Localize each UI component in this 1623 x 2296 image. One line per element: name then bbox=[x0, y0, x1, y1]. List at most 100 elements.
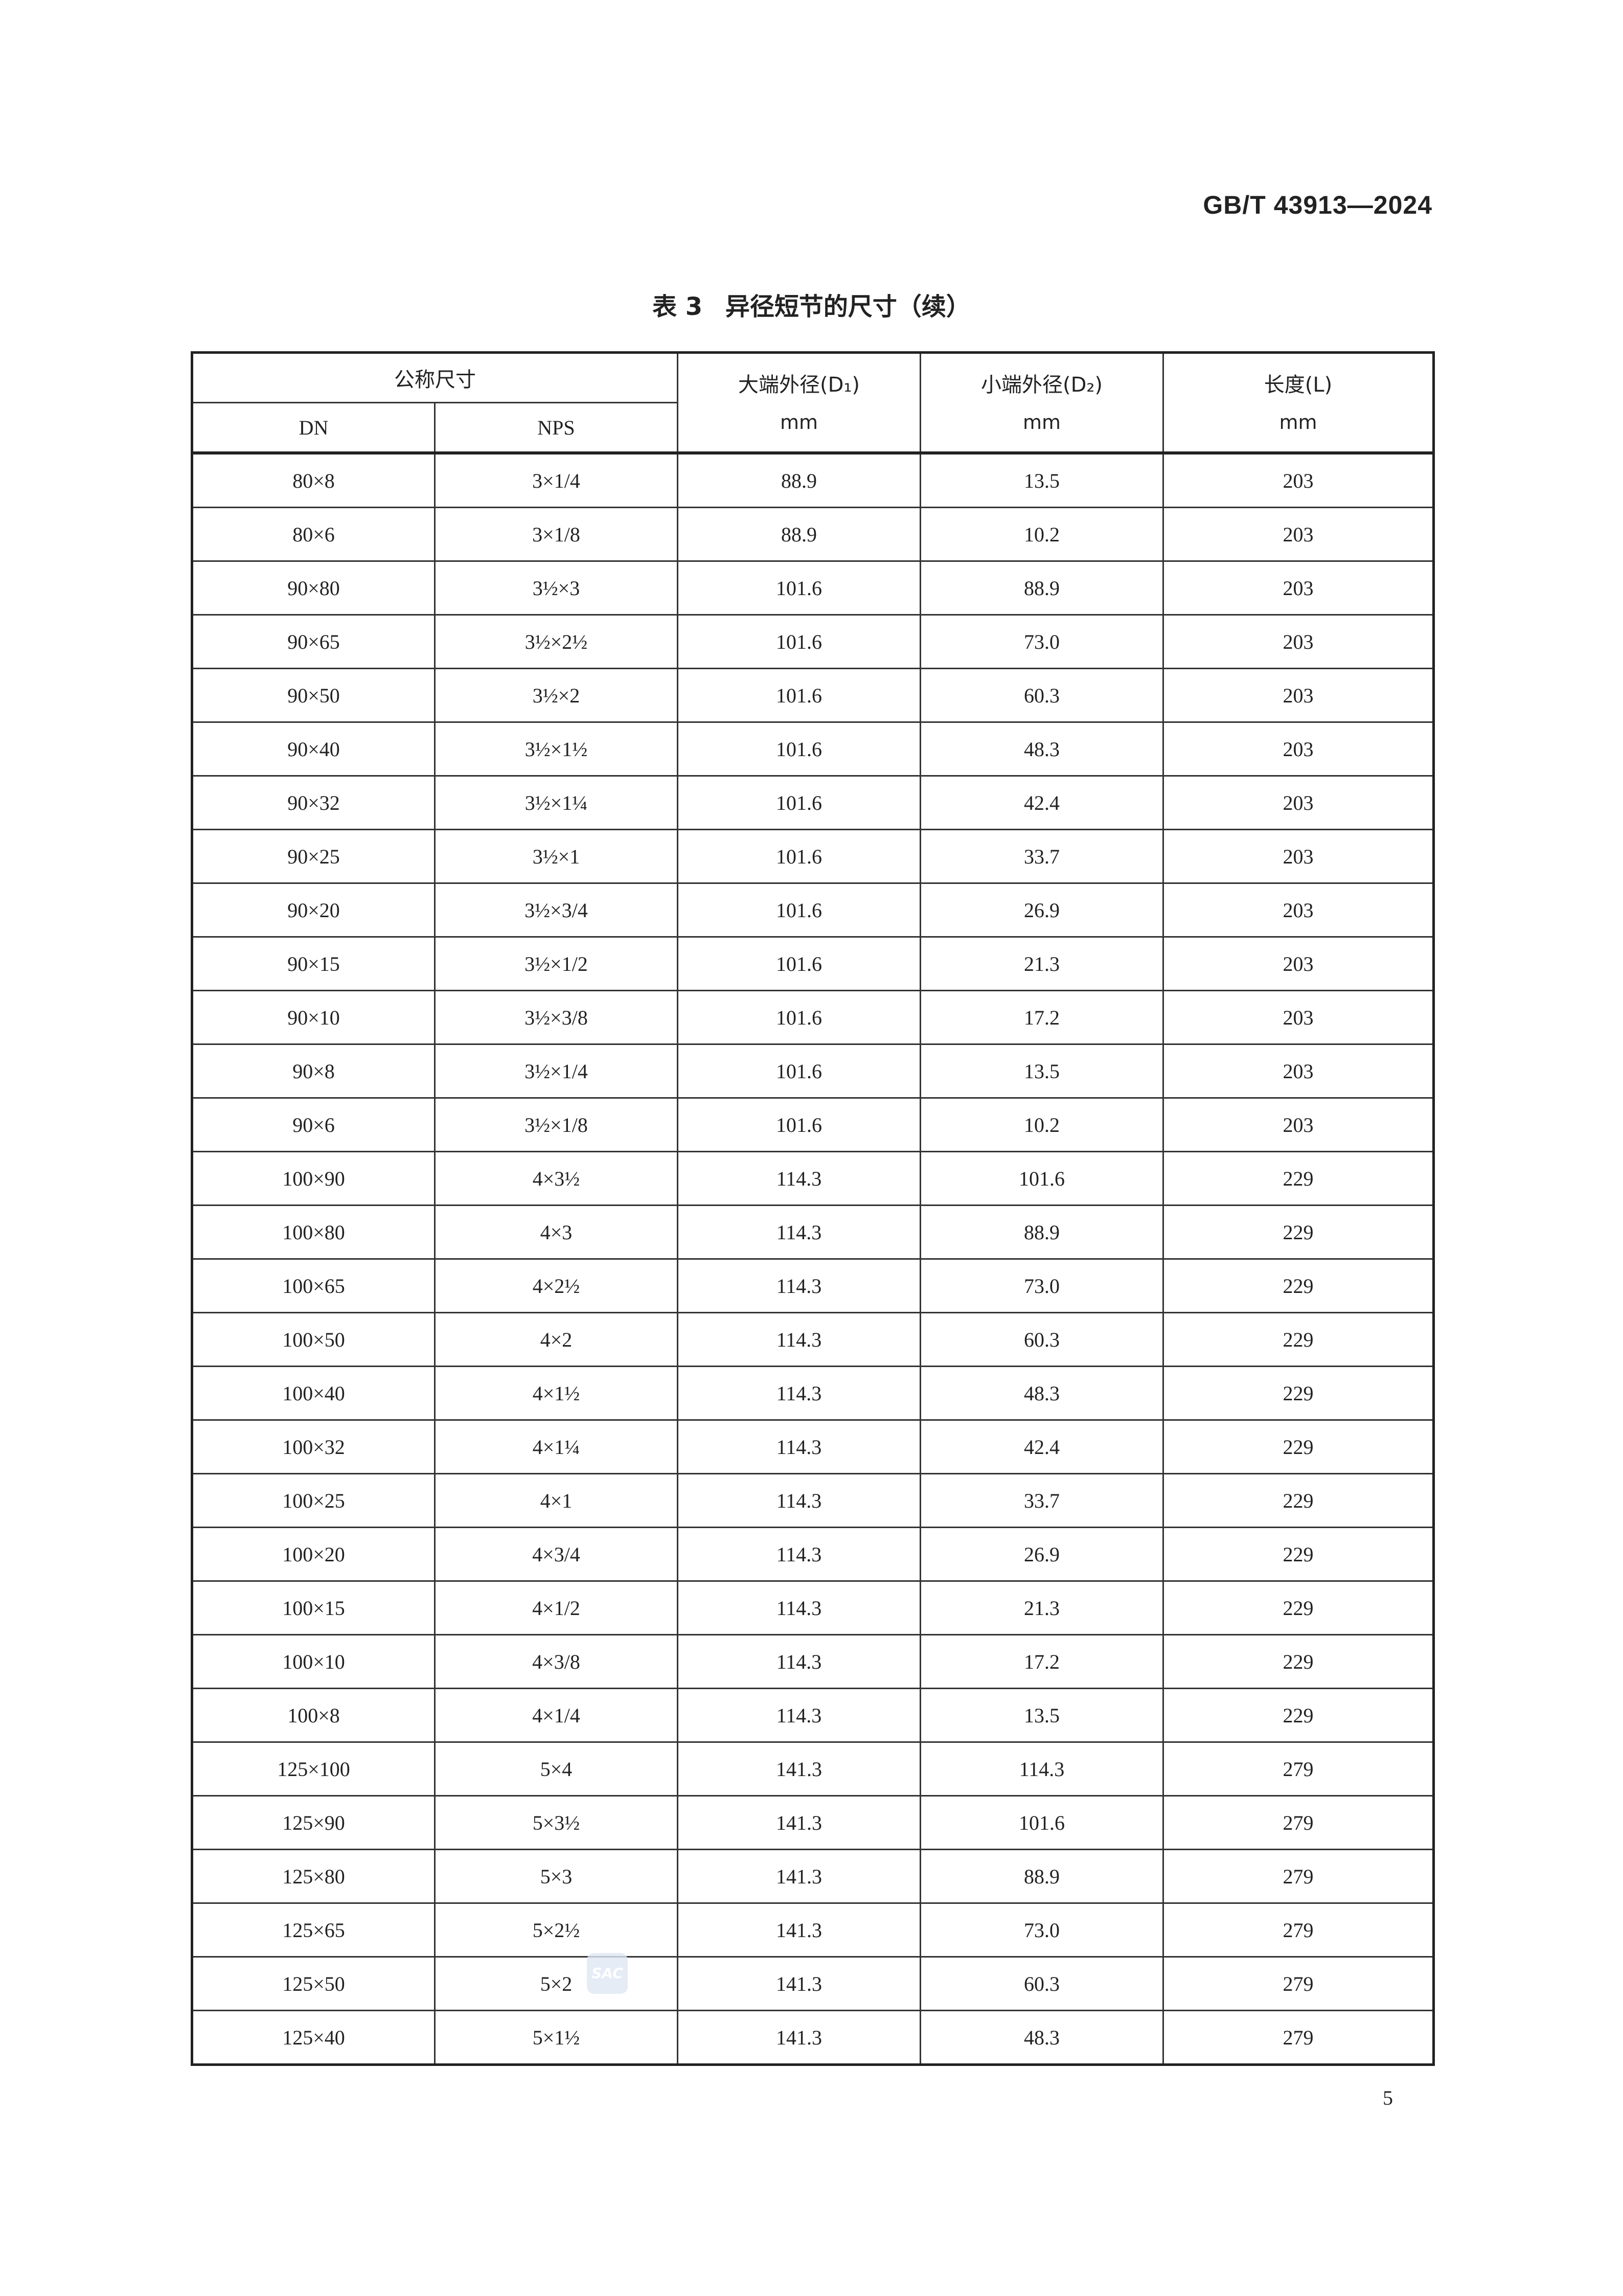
cell-d2: 88.9 bbox=[920, 1849, 1164, 1904]
cell-length: 203 bbox=[1162, 668, 1434, 723]
cell-d1: 114.3 bbox=[677, 1312, 921, 1367]
table-row: 100×90 4×3½ 114.3 101.6 229 bbox=[191, 1151, 1434, 1206]
sac-watermark-logo: SAC bbox=[587, 1953, 628, 1994]
cell-d2: 73.0 bbox=[920, 614, 1164, 669]
cell-dn: 90×50 bbox=[191, 668, 436, 723]
cell-dn: 100×50 bbox=[191, 1312, 436, 1367]
cell-d1: 114.3 bbox=[677, 1580, 921, 1635]
cell-nps: 3½×1¼ bbox=[434, 775, 678, 830]
cell-length: 203 bbox=[1162, 882, 1434, 938]
cell-d2: 73.0 bbox=[920, 1258, 1164, 1313]
table-row: 125×40 5×1½ 141.3 48.3 279 bbox=[191, 2010, 1434, 2065]
header-d2-unit: mm bbox=[1022, 411, 1061, 434]
cell-d2: 13.5 bbox=[920, 1688, 1164, 1743]
cell-length: 229 bbox=[1162, 1366, 1434, 1421]
cell-d2: 88.9 bbox=[920, 1204, 1164, 1260]
cell-nps: 4×3 bbox=[434, 1204, 678, 1260]
cell-nps: 4×2 bbox=[434, 1312, 678, 1367]
cell-dn: 90×10 bbox=[191, 990, 436, 1045]
cell-nps: 3½×2 bbox=[434, 668, 678, 723]
table-caption: 异径短节的尺寸（续） bbox=[725, 292, 971, 321]
cell-nps: 5×3½ bbox=[434, 1795, 678, 1850]
header-length-unit: mm bbox=[1279, 411, 1317, 434]
cell-length: 203 bbox=[1162, 1043, 1434, 1099]
cell-d2: 33.7 bbox=[920, 829, 1164, 884]
cell-nps: 5×4 bbox=[434, 1741, 678, 1797]
cell-length: 203 bbox=[1162, 507, 1434, 562]
cell-d2: 60.3 bbox=[920, 1956, 1164, 2011]
cell-d2: 60.3 bbox=[920, 668, 1164, 723]
cell-nps: 3½×1/8 bbox=[434, 1097, 678, 1152]
header-d2: 小端外径(D₂) mm bbox=[920, 352, 1164, 454]
cell-nps: 4×3½ bbox=[434, 1151, 678, 1206]
table-row: 90×15 3½×1/2 101.6 21.3 203 bbox=[191, 936, 1434, 991]
cell-dn: 90×6 bbox=[191, 1097, 436, 1152]
cell-d1: 101.6 bbox=[677, 1097, 921, 1152]
table-row: 100×20 4×3/4 114.3 26.9 229 bbox=[191, 1527, 1434, 1582]
cell-dn: 90×8 bbox=[191, 1043, 436, 1099]
cell-dn: 125×90 bbox=[191, 1795, 436, 1850]
cell-d2: 26.9 bbox=[920, 882, 1164, 938]
cell-nps: 5×3 bbox=[434, 1849, 678, 1904]
header-d1-label: 大端外径(D₁) bbox=[738, 373, 860, 397]
table-row: 125×100 5×4 141.3 114.3 279 bbox=[191, 1741, 1434, 1797]
table-row: 100×80 4×3 114.3 88.9 229 bbox=[191, 1204, 1434, 1260]
cell-d1: 141.3 bbox=[677, 1956, 921, 2011]
cell-nps: 4×1/2 bbox=[434, 1580, 678, 1635]
cell-d2: 10.2 bbox=[920, 507, 1164, 562]
table-row: 125×90 5×3½ 141.3 101.6 279 bbox=[191, 1795, 1434, 1850]
cell-nps: 4×3/4 bbox=[434, 1527, 678, 1582]
cell-d2: 13.5 bbox=[920, 1043, 1164, 1099]
cell-d1: 114.3 bbox=[677, 1634, 921, 1689]
table-row: 125×80 5×3 141.3 88.9 279 bbox=[191, 1849, 1434, 1904]
cell-d2: 101.6 bbox=[920, 1795, 1164, 1850]
cell-dn: 100×32 bbox=[191, 1419, 436, 1474]
cell-nps: 3×1/4 bbox=[434, 452, 678, 508]
cell-d2: 17.2 bbox=[920, 990, 1164, 1045]
table-title: 表 3 异径短节的尺寸（续） bbox=[0, 286, 1623, 322]
cell-length: 279 bbox=[1162, 2010, 1434, 2065]
cell-nps: 3×1/8 bbox=[434, 507, 678, 562]
cell-nps: 5×2 bbox=[434, 1956, 678, 2011]
cell-d2: 88.9 bbox=[920, 560, 1164, 616]
cell-length: 279 bbox=[1162, 1956, 1434, 2011]
cell-length: 203 bbox=[1162, 936, 1434, 991]
cell-d1: 141.3 bbox=[677, 1849, 921, 1904]
cell-d1: 101.6 bbox=[677, 721, 921, 777]
cell-dn: 80×6 bbox=[191, 507, 436, 562]
cell-dn: 100×20 bbox=[191, 1527, 436, 1582]
cell-nps: 4×1¼ bbox=[434, 1419, 678, 1474]
cell-d1: 101.6 bbox=[677, 775, 921, 830]
table-row: 80×8 3×1/4 88.9 13.5 203 bbox=[191, 452, 1434, 508]
cell-length: 229 bbox=[1162, 1258, 1434, 1313]
cell-length: 203 bbox=[1162, 560, 1434, 616]
cell-nps: 3½×1/2 bbox=[434, 936, 678, 991]
cell-nps: 5×1½ bbox=[434, 2010, 678, 2065]
header-d1: 大端外径(D₁) mm bbox=[677, 352, 921, 454]
table-row: 100×10 4×3/8 114.3 17.2 229 bbox=[191, 1634, 1434, 1689]
cell-length: 229 bbox=[1162, 1688, 1434, 1743]
cell-nps: 4×1/4 bbox=[434, 1688, 678, 1743]
page-number: 5 bbox=[1383, 2086, 1393, 2109]
cell-length: 203 bbox=[1162, 829, 1434, 884]
cell-dn: 90×32 bbox=[191, 775, 436, 830]
cell-d2: 48.3 bbox=[920, 1366, 1164, 1421]
cell-nps: 3½×2½ bbox=[434, 614, 678, 669]
cell-d1: 101.6 bbox=[677, 560, 921, 616]
cell-dn: 90×15 bbox=[191, 936, 436, 991]
header-d1-unit: mm bbox=[780, 411, 818, 434]
cell-length: 203 bbox=[1162, 614, 1434, 669]
cell-d2: 17.2 bbox=[920, 1634, 1164, 1689]
table-row: 90×65 3½×2½ 101.6 73.0 203 bbox=[191, 614, 1434, 669]
cell-dn: 90×20 bbox=[191, 882, 436, 938]
cell-length: 229 bbox=[1162, 1204, 1434, 1260]
table-row: 125×50 5×2 141.3 60.3 279 bbox=[191, 1956, 1434, 2011]
cell-d1: 114.3 bbox=[677, 1527, 921, 1582]
cell-d1: 141.3 bbox=[677, 2010, 921, 2065]
cell-dn: 90×40 bbox=[191, 721, 436, 777]
cell-d2: 42.4 bbox=[920, 775, 1164, 830]
cell-d1: 101.6 bbox=[677, 936, 921, 991]
header-d2-label: 小端外径(D₂) bbox=[980, 373, 1103, 397]
cell-length: 229 bbox=[1162, 1527, 1434, 1582]
header-length: 长度(L) mm bbox=[1162, 352, 1434, 454]
